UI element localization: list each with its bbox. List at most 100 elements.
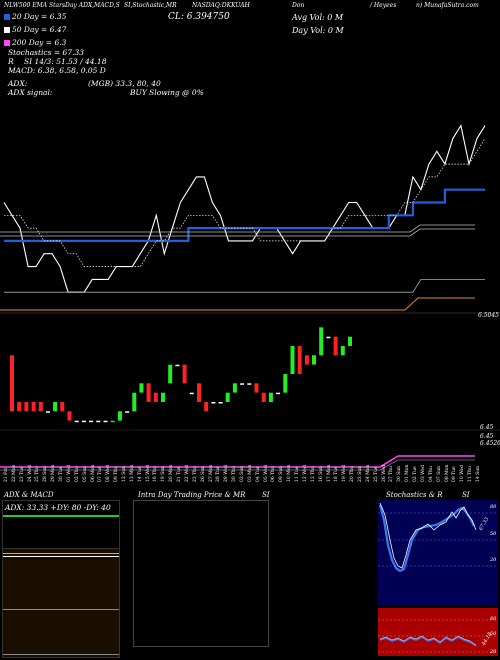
stoch-level-80: 80 [490,504,497,510]
candle [60,402,65,412]
candle [81,420,86,423]
candle [46,411,50,413]
legend-adx-value: (MGB) 33.3, 80, 40 [88,79,161,88]
x-tick-label: 07 Sun [436,465,442,482]
intraday-panel-title-suffix: SI [262,491,270,499]
intraday-panel-title: Intra Day Trading Price & MR [138,491,246,499]
rsi-level-20: 20 [490,649,497,655]
x-tick-label: 12 Wed [302,465,308,482]
x-axis: 21 Fri 22 Mon 23 Tue 24 Wed 25 Thu 28 Sun 29 M… [0,460,500,490]
candle [189,392,194,395]
rsi-lower [378,608,498,656]
candle [225,392,230,402]
candle [261,392,266,402]
x-tick-label: 02 Tue [413,466,419,482]
candle [10,355,14,412]
candle [67,411,72,421]
legend-adx: ADX: [8,79,28,88]
x-tick-label: 06 Mon [90,464,96,482]
day-volume: Day Vol: 0 M [292,26,344,35]
candle [132,392,137,412]
candle [168,364,173,384]
x-tick-label: 05 Sun [82,465,88,482]
x-tick-label: 28 Tue [216,466,222,482]
legend-stochastics: Stochastics = 67.33 [8,48,85,57]
candle [340,346,345,356]
x-tick-label: 19 Sun [161,465,167,482]
series-200-day-band-upper [0,224,475,233]
series-200-day-band-lower [0,228,475,237]
x-tick-label: 11 Thu [468,466,474,482]
legend-rsi: SI 14/3: 51.53 / 44.18 [24,57,107,66]
x-tick-label: 24 Mon [365,464,371,482]
legend-200day: 200 Day = 6.3 [4,38,66,47]
candle [211,402,216,404]
x-tick-label: 08 Mon [444,464,450,482]
rsi-level-80: 80 [490,616,497,622]
candle [240,383,245,385]
candle [125,411,130,413]
series-200-day [4,279,485,293]
x-tick-label: 09 Thu [114,466,120,482]
x-tick-label: 13 Mon [129,464,135,482]
x-tick-label: 23 Tue [19,466,25,482]
candle [304,355,309,365]
header-source: n) MunafaSutra.com [416,2,479,9]
legend-200day-swatch [4,40,10,46]
x-tick-label: 06 Thu [271,466,277,482]
x-tick-label: 26 Wed [381,465,387,482]
series-lower-gray [0,459,475,471]
candle [254,383,259,393]
candle [31,402,36,412]
x-tick-label: 25 Thu [35,466,41,482]
x-tick-label: 17 Mon [326,464,332,482]
x-tick-label: 10 Mon [287,464,293,482]
candle [247,383,252,385]
x-tick-label: 29 Wed [224,465,230,482]
header-line: NLW500 EMA StarsDay ADX,MACD,S [4,2,120,10]
x-tick-label: 02 Thu [74,466,80,482]
header-ticker-info: NLW500 EMA StarsDay ADX,MACD,S [4,2,120,9]
x-tick-label: 13 Thu [310,466,316,482]
candle [319,327,324,356]
adx-line [3,515,119,517]
legend-macd: MACD: 6.38, 6.58, 0.05 D [8,66,106,75]
stoch-level-50: 50 [490,531,497,537]
candle [117,411,122,421]
candle [38,402,43,412]
x-tick-label: 27 Thu [389,466,395,482]
x-tick-label: 22 Wed [184,465,190,482]
candle [197,383,201,402]
x-tick-label: 10 Wed [460,465,466,482]
adx-readout: ADX: 33.33 +DY: 80 -DY: 40 [5,503,111,512]
x-tick-label: 03 Mon [247,464,253,482]
x-tick-label: 21 Fri [4,468,9,482]
x-tick-label: 09 Sun [279,465,285,482]
candle [74,420,79,423]
candle [326,336,331,339]
avg-volume: Avg Vol: 0 M [292,13,344,22]
candle [232,383,237,393]
x-tick-label: 30 Tue [59,466,65,482]
x-tick-label: 15 Wed [145,465,151,482]
x-tick-label: 16 Thu [153,466,159,482]
x-tick-label: 30 Thu [232,466,238,482]
main-chart [0,124,500,471]
x-tick-label: 02 Sun [240,465,245,482]
intraday-panel [133,500,269,647]
x-tick-label: 11 Tue [295,466,301,482]
header-symbol: NASDAQ:DKKUAH [192,2,250,9]
x-tick-label: 25 Tue [373,466,379,482]
legend-r-prefix: R [8,57,14,66]
stoch-panel-title: Stochastics & R [386,491,443,499]
x-tick-label: 21 Tue [177,466,183,482]
candle [110,420,115,423]
candle [53,402,58,412]
legend-50day-swatch [4,27,10,33]
price-label-1: 6.45 [480,424,494,431]
x-tick-label: 22 Mon [11,464,17,482]
x-tick-label: 28 Sun [43,465,49,482]
macd-line-1 [3,553,119,554]
series-50-day [4,138,486,267]
